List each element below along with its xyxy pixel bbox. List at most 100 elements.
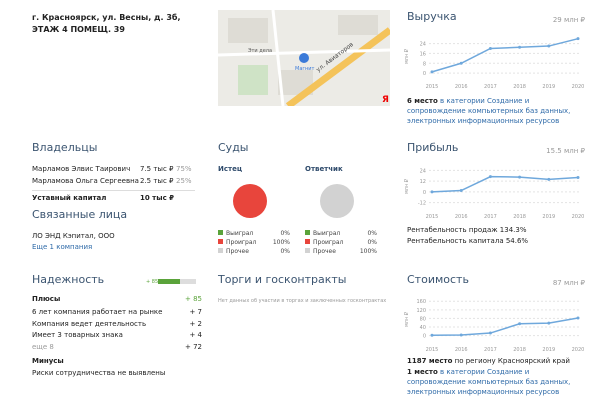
y-tick-label: 8	[423, 61, 426, 67]
x-tick-label: 2018	[513, 347, 526, 353]
total: 87 млн ₽	[552, 279, 585, 287]
y-tick-label: 40	[420, 325, 426, 331]
legend-label: Проиграл	[226, 239, 257, 246]
x-tick-label: 2016	[455, 214, 468, 220]
x-tick-label: 2017	[484, 214, 497, 220]
x-tick-label: 2015	[426, 214, 439, 220]
owner-amount: 7.5 тыс ₽	[140, 165, 174, 173]
pros-score: + 85	[185, 295, 202, 303]
point	[576, 37, 580, 41]
section-title: Торги и госконтракты	[218, 273, 347, 286]
legend-swatch	[218, 248, 223, 253]
line	[431, 175, 579, 193]
point	[459, 61, 463, 65]
line	[431, 37, 579, 73]
x-tick-label: 2020	[572, 214, 585, 220]
y-tick-label: 24	[420, 42, 426, 48]
pro-score: + 7	[189, 308, 202, 316]
owner-share: 25%	[176, 177, 192, 185]
section-title: Владельцы	[32, 141, 98, 154]
region-rank: 1187 место	[407, 357, 453, 365]
related-more[interactable]: Еще 1 компания	[32, 243, 93, 251]
x-tick-label: 2019	[542, 347, 555, 353]
point	[430, 190, 434, 194]
x-tick-label: 2015	[426, 84, 439, 90]
owner-name: Марламов Элвис Таирович	[32, 165, 131, 173]
y-tick-label: 12	[420, 179, 426, 185]
point	[518, 322, 522, 326]
cons-item: Риски сотрудничества не выявлены	[32, 369, 166, 377]
x-tick-label: 2018	[513, 84, 526, 90]
line-chart: млн ₽ -12 0 12 24 2015 2016 2017 2018 2019 2020	[404, 168, 585, 220]
category[interactable]: в категории Создание и сопровождение ком…	[407, 368, 571, 396]
rank-note: 1 место в категории Создание и сопровожд…	[407, 367, 585, 397]
region: по региону Красноярский край	[454, 357, 570, 365]
section-title: Связанные лица	[32, 208, 128, 221]
y-tick-label: 80	[420, 316, 426, 322]
map-label: Эти дела	[248, 48, 272, 54]
owner-share: 75%	[176, 165, 192, 173]
legend-value: 0%	[280, 230, 290, 237]
rank: 1 место	[407, 368, 438, 376]
related-item[interactable]: ЛО ЭНД Кэпитал, ООО	[32, 232, 115, 240]
legend-swatch	[305, 248, 310, 253]
point	[576, 316, 580, 320]
total: 29 млн ₽	[552, 16, 585, 24]
legend-value: 100%	[273, 239, 290, 246]
pro-item: Имеет 3 товарных знака	[32, 331, 123, 339]
x-tick-label: 2016	[455, 347, 468, 353]
legend-value: 0%	[280, 248, 290, 255]
point	[547, 321, 551, 325]
y-axis-label: млн ₽	[404, 311, 410, 327]
x-tick-label: 2019	[542, 214, 555, 220]
x-tick-label: 2019	[542, 84, 555, 90]
point	[488, 331, 492, 335]
category[interactable]: в категории Создание и сопровождение ком…	[407, 97, 571, 125]
owner-name: Марламова Ольга Сергеевна	[32, 177, 139, 185]
region-note: 1187 место по региону Красноярский край	[407, 356, 570, 366]
pie-slice	[233, 184, 267, 218]
x-tick-label: 2017	[484, 84, 497, 90]
pro-item: 6 лет компания работает на рынке	[32, 308, 163, 316]
y-tick-label: 0	[423, 334, 426, 340]
ratio: Рентабельность продаж 134.3%	[407, 226, 527, 234]
point	[459, 333, 463, 337]
pros-title: Плюсы	[32, 295, 61, 303]
total: 15.5 млн ₽	[546, 147, 585, 155]
legend-label: Прочее	[313, 248, 336, 255]
pro-score: + 72	[185, 342, 202, 351]
line-chart: млн ₽ 0 40 80 120 160 2015 2016 2017 2018 2019 2020	[404, 299, 584, 353]
score: + 85	[146, 279, 159, 285]
pie-chart: Выиграл 0% Проиграл 100% Прочее 0%	[218, 184, 290, 255]
cons-title: Минусы	[32, 357, 64, 365]
pie-title: Ответчик	[305, 165, 343, 173]
legend-value: 0%	[367, 239, 377, 246]
y-tick-label: 120	[416, 308, 426, 314]
capital-amount: 10 тыс ₽	[140, 194, 175, 202]
y-axis-label: млн ₽	[404, 48, 410, 64]
y-tick-label: -12	[418, 201, 426, 207]
x-tick-label: 2018	[513, 214, 526, 220]
point	[430, 70, 434, 74]
ratio: Рентабельность капитала 54.6%	[407, 237, 529, 245]
section-title: Прибыль	[407, 141, 459, 154]
rank-note: 6 место в категории Создание и сопровожд…	[407, 96, 585, 126]
legend-swatch	[218, 230, 223, 235]
pie-title: Истец	[218, 165, 243, 173]
svg-text:Я: Я	[382, 95, 389, 105]
legend-swatch	[305, 239, 310, 244]
legend-value: 0%	[367, 230, 377, 237]
score-bar	[158, 279, 196, 284]
map[interactable]: Эти дела Магнит ул. Авиаторов Я	[218, 10, 390, 106]
owner-amount: 2.5 тыс ₽	[140, 177, 174, 185]
y-tick-label: 160	[416, 299, 426, 305]
y-tick-label: 0	[423, 71, 426, 77]
point	[518, 175, 522, 179]
point	[547, 44, 551, 48]
tenders-text: Нет данных об участии в торгах и заключе…	[218, 298, 387, 304]
pro-score: + 4	[189, 331, 202, 339]
divider	[32, 190, 195, 191]
capital-label: Уставный капитал	[32, 194, 107, 202]
point	[518, 45, 522, 49]
